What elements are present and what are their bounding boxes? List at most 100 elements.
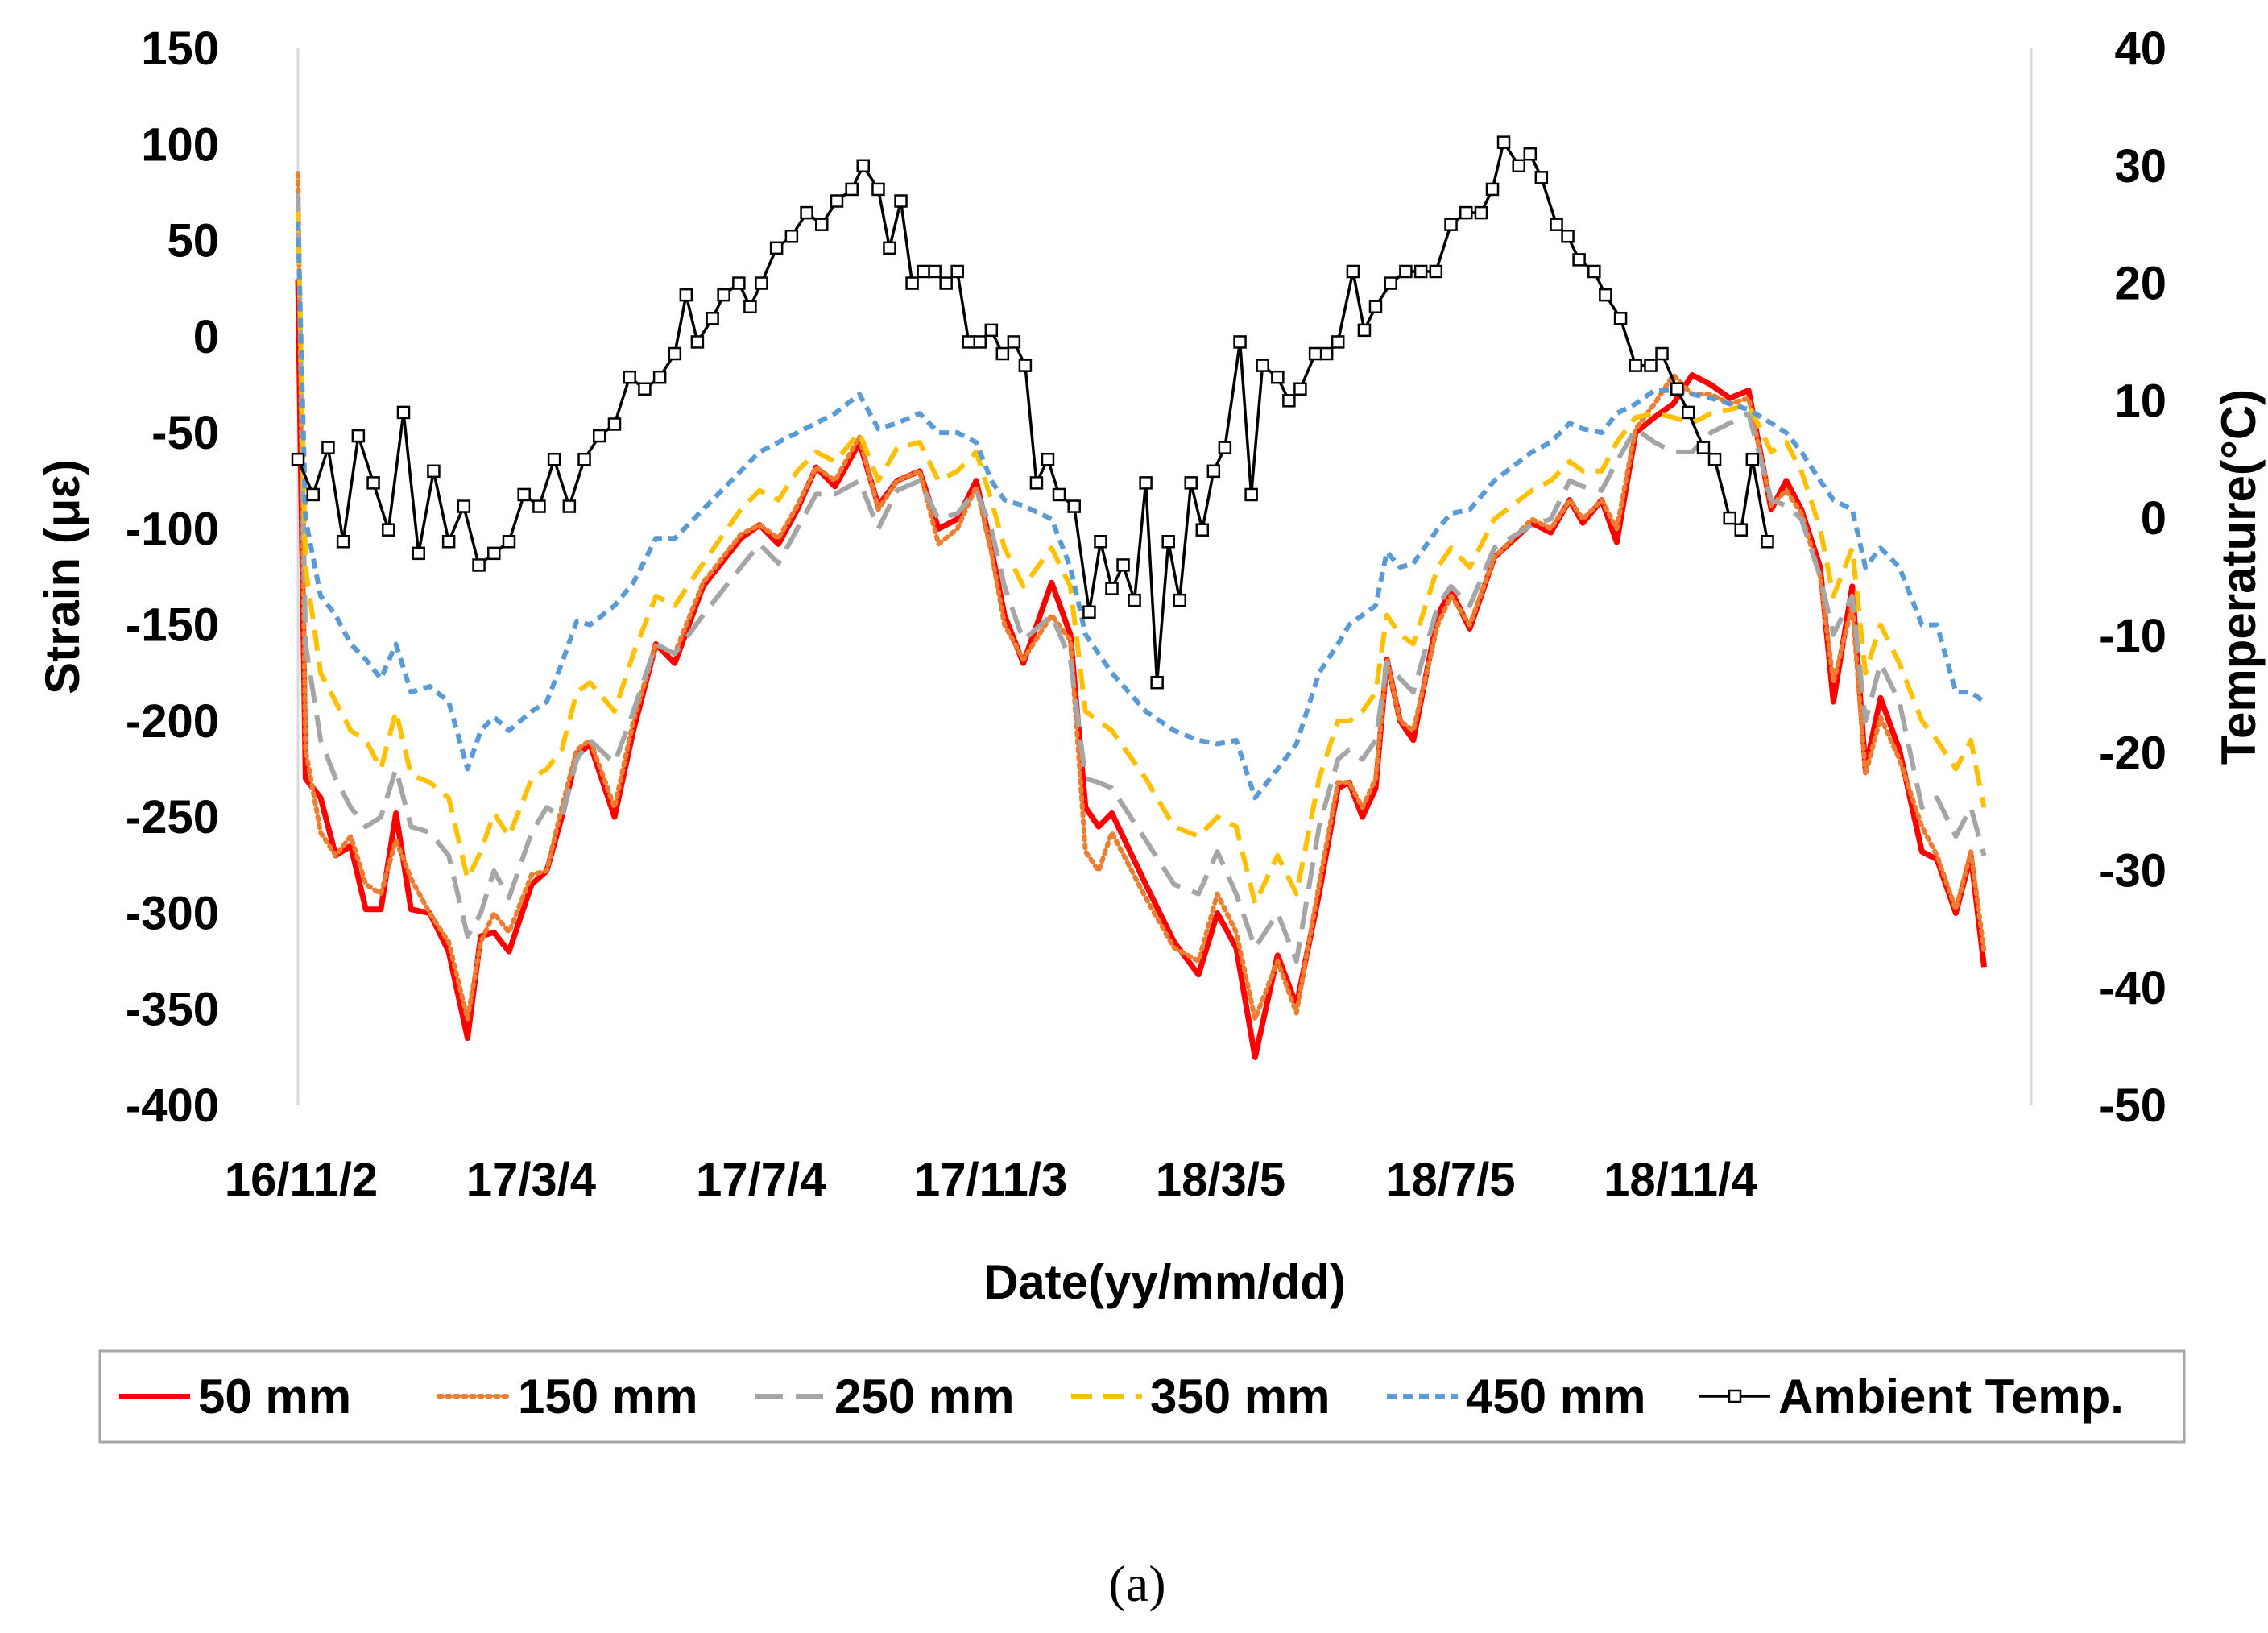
series-350-mm bbox=[296, 211, 1987, 906]
temp-marker bbox=[1067, 499, 1081, 513]
series-line-ambient-temp bbox=[296, 140, 1769, 684]
temp-marker bbox=[1041, 452, 1055, 466]
temp-marker bbox=[1082, 605, 1096, 619]
left-y-tick-label: 0 bbox=[193, 311, 219, 363]
temp-marker bbox=[412, 546, 425, 561]
temp-marker bbox=[871, 182, 885, 197]
temp-marker bbox=[1534, 171, 1549, 184]
temp-marker bbox=[607, 417, 622, 431]
temp-marker bbox=[1734, 523, 1749, 537]
temp-marker bbox=[769, 241, 784, 255]
series-250-mm bbox=[296, 192, 1987, 964]
legend-marker-icon bbox=[1728, 1389, 1742, 1403]
temp-marker bbox=[1459, 205, 1473, 220]
series-ambient-temp bbox=[291, 135, 1774, 690]
x-axis-title: Date(yy/mm/dd) bbox=[983, 1255, 1346, 1309]
temp-marker bbox=[1384, 276, 1397, 290]
right-y-axis-ticks: 40 30 20 10 0 -10 -20 -30 -40 -50 bbox=[2099, 23, 2167, 1132]
temp-marker bbox=[1444, 218, 1458, 231]
x-tick-label: 17/7/4 bbox=[696, 1154, 826, 1206]
temp-marker bbox=[1195, 523, 1210, 537]
x-tick-label: 18/7/5 bbox=[1385, 1154, 1515, 1206]
temp-marker bbox=[1105, 582, 1119, 595]
temp-marker bbox=[1282, 394, 1296, 408]
temp-marker bbox=[1496, 135, 1511, 149]
temp-marker bbox=[1029, 476, 1044, 490]
series-line-350-mm bbox=[296, 211, 1987, 906]
temp-marker bbox=[1655, 346, 1669, 361]
temp-marker bbox=[502, 535, 516, 549]
legend-label: 350 mm bbox=[1150, 1370, 1330, 1424]
right-y-tick-label: 0 bbox=[2141, 492, 2167, 545]
left-y-tick-label: -100 bbox=[126, 503, 219, 555]
temp-marker bbox=[1696, 441, 1711, 454]
left-y-tick-label: -300 bbox=[126, 887, 219, 939]
plot-series bbox=[291, 135, 1987, 1060]
legend-label: 50 mm bbox=[198, 1370, 351, 1424]
temp-marker bbox=[1587, 264, 1601, 279]
temp-marker bbox=[1512, 159, 1526, 173]
right-y-tick-label: -40 bbox=[2099, 962, 2167, 1014]
x-tick-label: 17/3/4 bbox=[466, 1154, 596, 1206]
temp-marker bbox=[1682, 405, 1695, 420]
temp-marker bbox=[1561, 229, 1575, 243]
temp-marker bbox=[1523, 147, 1538, 161]
temp-marker bbox=[1150, 675, 1164, 690]
series-line-250-mm bbox=[296, 192, 1987, 964]
x-tick-label: 16/11/2 bbox=[225, 1154, 378, 1206]
temp-marker bbox=[487, 546, 501, 561]
legend-label: 150 mm bbox=[518, 1370, 697, 1424]
temp-marker bbox=[1007, 335, 1021, 349]
x-tick-label: 18/11/4 bbox=[1604, 1154, 1757, 1206]
left-y-tick-label: -200 bbox=[126, 695, 219, 748]
temp-marker bbox=[984, 323, 999, 338]
right-y-tick-label: 10 bbox=[2114, 375, 2167, 427]
temp-marker bbox=[1613, 312, 1628, 325]
temp-marker bbox=[1018, 359, 1033, 372]
right-y-tick-label: 40 bbox=[2114, 23, 2167, 75]
temp-marker bbox=[336, 535, 350, 549]
temp-marker bbox=[1413, 264, 1428, 279]
figure-caption: (a) bbox=[1108, 1555, 1165, 1612]
temp-marker bbox=[623, 370, 636, 384]
temp-marker bbox=[690, 335, 705, 349]
temp-marker bbox=[577, 452, 591, 466]
temp-marker bbox=[1094, 535, 1107, 549]
legend: 50 mm 150 mm 250 mm 350 mm 450 mm Ambient Tem… bbox=[119, 1370, 2124, 1424]
temp-marker bbox=[732, 276, 746, 290]
temp-marker bbox=[1368, 300, 1383, 313]
temp-marker bbox=[1319, 346, 1334, 361]
temp-marker bbox=[1629, 359, 1643, 372]
legend-entry-50-mm: 50 mm bbox=[119, 1370, 351, 1424]
temp-marker bbox=[1161, 535, 1175, 549]
temp-marker bbox=[472, 558, 486, 572]
temp-marker bbox=[1572, 253, 1586, 267]
temp-marker bbox=[939, 276, 953, 290]
temp-marker bbox=[1128, 593, 1141, 607]
temp-marker bbox=[928, 264, 942, 279]
legend-entry-350-mm: 350 mm bbox=[1071, 1370, 1330, 1424]
temp-marker bbox=[1723, 511, 1736, 525]
temp-marker bbox=[1233, 335, 1247, 349]
temp-marker bbox=[1331, 335, 1345, 349]
temp-marker bbox=[517, 487, 531, 502]
temp-marker bbox=[1293, 382, 1307, 396]
left-y-tick-label: 100 bbox=[141, 118, 219, 171]
temp-marker bbox=[717, 288, 730, 302]
left-y-tick-label: -150 bbox=[126, 599, 219, 652]
temp-marker bbox=[382, 523, 395, 537]
temp-marker bbox=[457, 499, 471, 513]
temp-marker bbox=[532, 499, 546, 513]
temp-marker bbox=[562, 499, 577, 513]
left-y-tick-label: -250 bbox=[126, 791, 219, 843]
temp-marker bbox=[427, 464, 441, 479]
temp-marker bbox=[1271, 370, 1285, 384]
temp-marker bbox=[973, 335, 987, 349]
temp-marker bbox=[1485, 182, 1500, 197]
temp-marker bbox=[1474, 205, 1488, 220]
temp-marker bbox=[1761, 535, 1774, 549]
temp-marker bbox=[962, 335, 975, 349]
temp-marker bbox=[1599, 288, 1612, 302]
right-y-tick-label: 30 bbox=[2114, 140, 2167, 193]
temp-marker bbox=[1173, 593, 1186, 607]
